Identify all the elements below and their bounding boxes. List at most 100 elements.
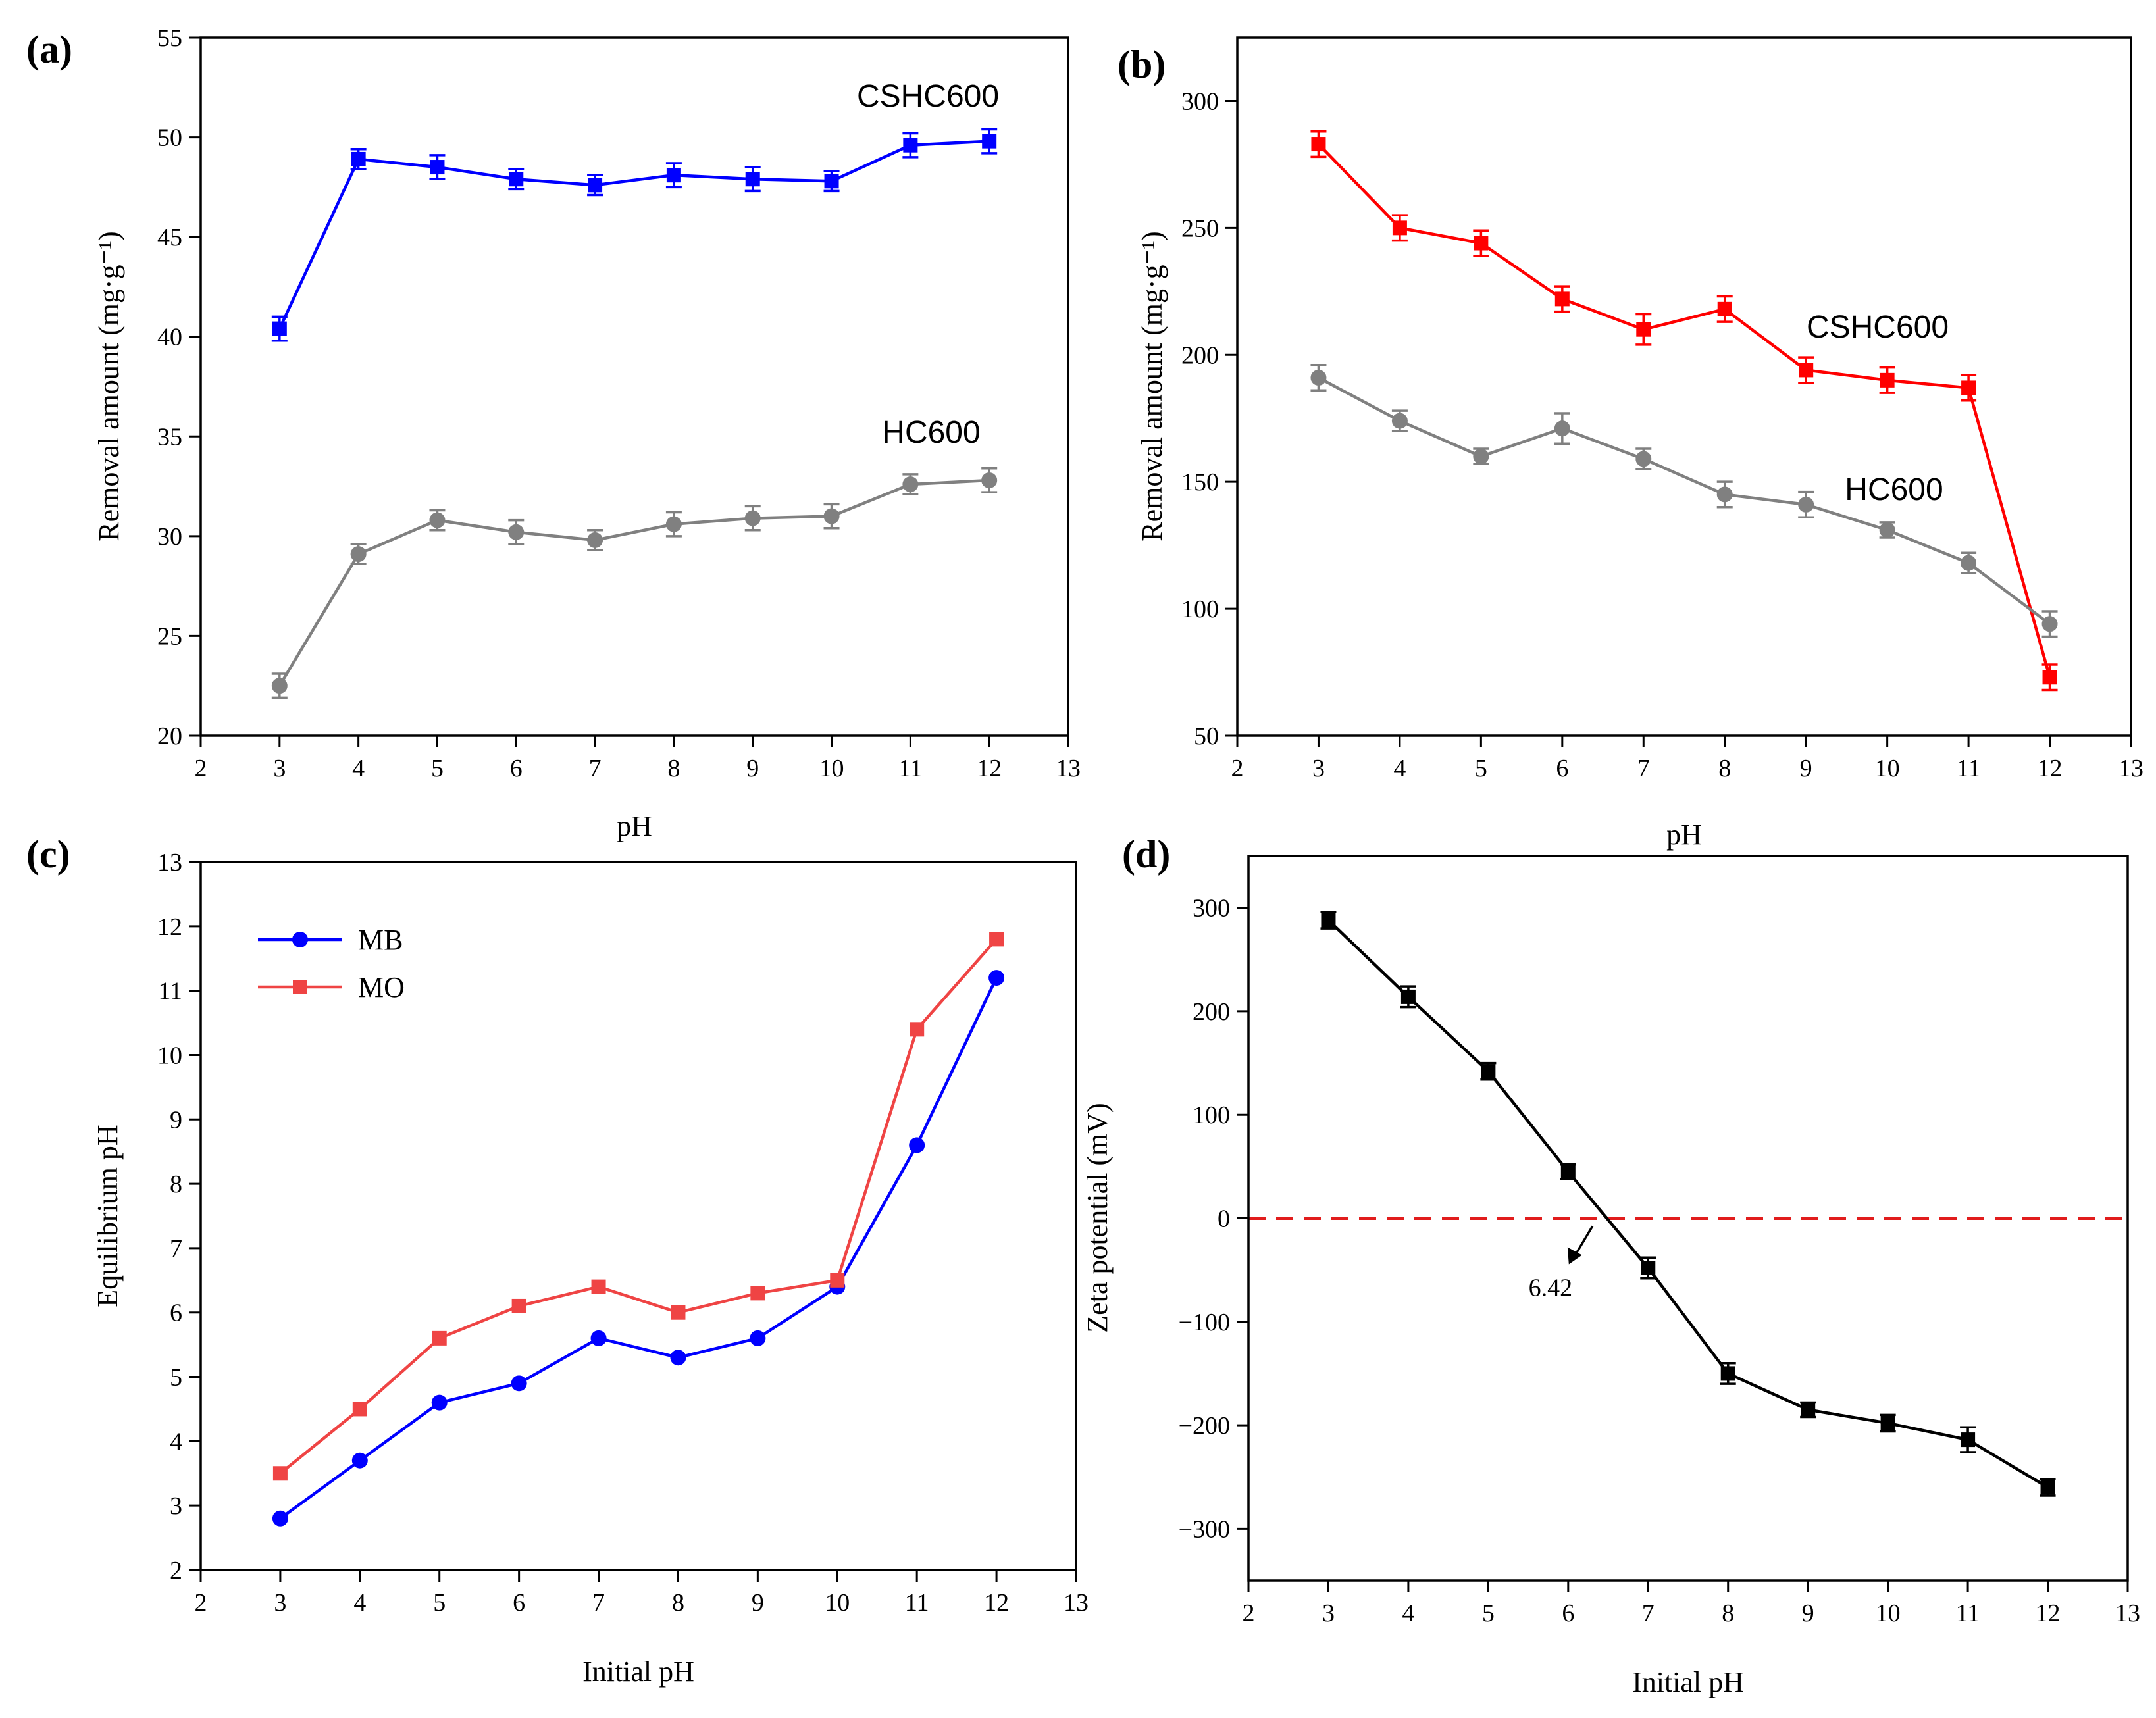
x-axis-title: Initial pH bbox=[1632, 1666, 1744, 1698]
data-point bbox=[1961, 1432, 1976, 1448]
y-tick-label: 7 bbox=[170, 1235, 182, 1263]
y-tick-label: 0 bbox=[1218, 1205, 1230, 1233]
x-tick-label: 10 bbox=[1875, 755, 1900, 782]
data-point bbox=[1961, 555, 1977, 571]
data-point bbox=[2042, 670, 2057, 685]
annotation-arrowhead bbox=[1567, 1247, 1582, 1265]
legend-marker bbox=[292, 932, 308, 947]
x-tick-label: 8 bbox=[667, 755, 680, 782]
x-tick-label: 9 bbox=[1800, 755, 1812, 782]
x-tick-label: 7 bbox=[589, 755, 602, 782]
y-tick-label: 6 bbox=[170, 1300, 182, 1327]
data-point bbox=[1716, 486, 1733, 503]
data-point bbox=[1554, 420, 1570, 437]
annotation-label: 6.42 bbox=[1529, 1275, 1573, 1302]
series-zeta-potential bbox=[1320, 911, 2056, 1497]
series-mb bbox=[272, 970, 1005, 1527]
x-tick-label: 3 bbox=[1322, 1600, 1335, 1627]
x-tick-label: 11 bbox=[1956, 1600, 1980, 1627]
y-axis-title: Removal amount (mg·g⁻¹) bbox=[93, 231, 125, 541]
y-tick-label: 2 bbox=[170, 1557, 182, 1584]
x-tick-label: 3 bbox=[1312, 755, 1325, 782]
y-axis-title: Zeta potential (mV) bbox=[1081, 1103, 1114, 1332]
chart-panel-d: (d) 2 3 4 5 6 7 8 9 10 11 12 13 −300 −200 −100 0 100 200 30… bbox=[1081, 832, 2140, 1698]
data-point bbox=[1554, 291, 1570, 307]
y-tick-label: 50 bbox=[157, 124, 182, 152]
data-point bbox=[591, 1279, 606, 1294]
x-tick-label: 13 bbox=[1064, 1589, 1089, 1617]
legend: MB MO bbox=[258, 924, 405, 1003]
y-tick-label: 45 bbox=[157, 224, 182, 251]
x-tick-label: 4 bbox=[1402, 1600, 1414, 1627]
data-point bbox=[1636, 322, 1651, 337]
y-tick-label: 250 bbox=[1181, 215, 1219, 242]
data-point bbox=[909, 1137, 925, 1153]
series-label: HC600 bbox=[1845, 472, 1943, 507]
data-point bbox=[508, 524, 525, 540]
data-point bbox=[902, 476, 919, 493]
data-point bbox=[750, 1286, 765, 1301]
x-tick-label: 12 bbox=[2038, 755, 2063, 782]
data-point bbox=[1961, 380, 1976, 395]
x-tick-label: 2 bbox=[1243, 1600, 1255, 1627]
data-point bbox=[1799, 363, 1814, 378]
data-point bbox=[1720, 1366, 1735, 1381]
x-tick-label: 9 bbox=[1802, 1600, 1814, 1627]
data-point bbox=[1481, 1064, 1496, 1079]
x-tick-label: 5 bbox=[1482, 1600, 1495, 1627]
data-point bbox=[1798, 496, 1814, 513]
series-mo bbox=[272, 932, 1004, 1481]
chart-panel-a: (a)2 3 4 5 6 7 8 9 10 11 12 132025303540455055pHRem… bbox=[26, 24, 1081, 842]
series-line bbox=[278, 478, 990, 687]
data-point bbox=[981, 472, 998, 488]
panel-label: (a) bbox=[26, 28, 72, 71]
y-tick-label: 200 bbox=[1181, 341, 1219, 369]
x-tick-label: 9 bbox=[746, 755, 759, 782]
data-point bbox=[750, 1330, 766, 1346]
x-tick-label: 10 bbox=[1876, 1600, 1901, 1627]
y-tick-label: 300 bbox=[1181, 88, 1219, 115]
y-tick-label: 8 bbox=[170, 1171, 182, 1198]
x-tick-label: 7 bbox=[592, 1589, 605, 1617]
y-tick-label: 40 bbox=[157, 324, 182, 351]
y-tick-label: 150 bbox=[1181, 468, 1219, 496]
data-point bbox=[352, 1402, 367, 1417]
data-point bbox=[903, 138, 918, 153]
x-tick-label: 3 bbox=[273, 755, 286, 782]
plot-frame bbox=[1236, 36, 2132, 737]
data-point bbox=[1880, 372, 1895, 388]
data-point bbox=[824, 174, 839, 189]
series-line bbox=[1317, 143, 2051, 678]
x-tick-label: 5 bbox=[431, 755, 444, 782]
data-point bbox=[1311, 137, 1326, 152]
x-tick-label: 12 bbox=[2036, 1600, 2061, 1627]
plot-frame bbox=[199, 861, 1077, 1571]
x-tick-label: 2 bbox=[195, 1589, 207, 1617]
data-point bbox=[272, 1466, 288, 1481]
series-label: CSHC600 bbox=[857, 79, 999, 114]
data-point bbox=[511, 1375, 527, 1392]
data-point bbox=[666, 168, 681, 183]
data-point bbox=[272, 1510, 288, 1527]
y-tick-label: 100 bbox=[1181, 595, 1219, 623]
x-tick-label: 7 bbox=[1637, 755, 1650, 782]
series-cshc600 bbox=[271, 128, 998, 342]
data-point bbox=[431, 1394, 448, 1411]
y-tick-label: 200 bbox=[1193, 998, 1230, 1026]
data-point bbox=[988, 970, 1005, 986]
y-tick-label: 11 bbox=[158, 978, 182, 1005]
data-point bbox=[744, 510, 761, 526]
data-point bbox=[430, 160, 445, 175]
x-tick-label: 12 bbox=[977, 755, 1002, 782]
data-point bbox=[432, 1330, 447, 1346]
y-tick-label: −300 bbox=[1179, 1515, 1230, 1543]
x-axis-title: Initial pH bbox=[582, 1655, 694, 1688]
series-label: CSHC600 bbox=[1807, 310, 1949, 345]
x-tick-label: 13 bbox=[2118, 755, 2143, 782]
x-tick-label: 10 bbox=[825, 1589, 850, 1617]
series-cshc600 bbox=[1310, 130, 2058, 692]
data-point bbox=[588, 178, 603, 193]
y-tick-label: 10 bbox=[157, 1042, 182, 1069]
x-tick-label: 2 bbox=[1231, 755, 1244, 782]
